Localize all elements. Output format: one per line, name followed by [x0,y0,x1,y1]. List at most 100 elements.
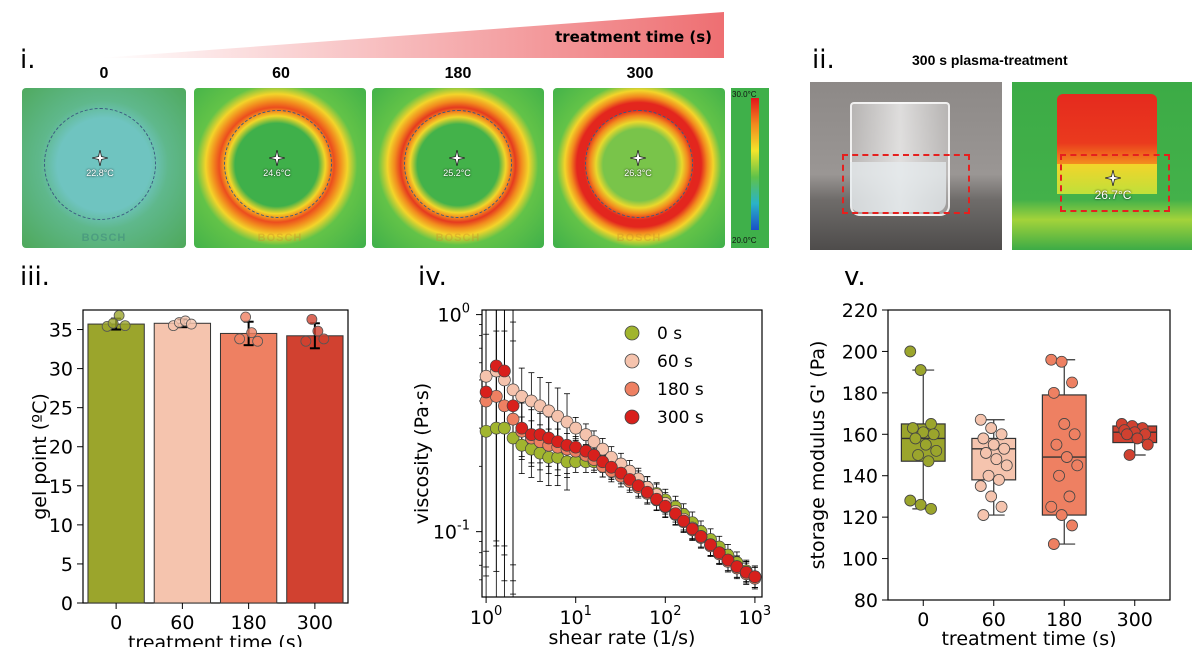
data-point [631,479,645,492]
legend-marker [624,325,640,341]
crosshair-icon [449,150,465,166]
data-point [990,453,1003,466]
y-tick-label: 180 [842,383,878,405]
temp-readout-vial: 26.7°C [1094,188,1132,202]
data-point [912,449,924,461]
storage-modulus-box-chart: 80 100 120 140 160 180 200 220 0 60 180 300treatmen… [807,300,1171,647]
bosch-watermark: BOSCH [257,232,303,244]
data-point [1063,490,1076,503]
data-point [904,494,917,507]
data-point [1047,538,1060,550]
data-point [1055,355,1068,368]
data-point [1066,376,1078,389]
data-point [498,421,511,435]
x-tick-label: 300 [297,612,333,634]
bar [286,335,344,604]
legend-marker [624,353,640,369]
panel-label-i: i. [20,45,36,75]
data-point [1045,500,1058,513]
y-tick-label: 30 [49,359,73,381]
data-point [623,473,636,486]
x-axis-label: treatment time (s) [128,632,303,647]
data-point [306,313,318,325]
data-point [995,500,1008,513]
data-point [234,333,246,345]
data-point [1131,432,1144,445]
data-point [985,422,998,434]
data-point [919,438,932,451]
y-tick-label: 160 [842,424,878,446]
data-point [506,412,520,426]
thermal-image-0: 22.8°C BOSCH [22,88,186,248]
data-point [906,422,919,434]
data-point [1121,428,1133,441]
data-point [914,498,927,511]
data-point [107,317,119,329]
data-point [479,369,493,383]
x-tick-label: 180 [230,612,266,634]
x-tick-label: 102 [649,604,681,629]
x-tick-label: 60 [982,609,1006,631]
data-point [1058,418,1071,430]
y-tick-label: 35 [49,320,73,342]
y-tick-label: 100 [842,549,878,571]
photo-vial [810,82,1002,250]
x-tick-label: 180 [1046,609,1082,631]
crosshair-icon [1105,170,1121,186]
data-point [909,432,922,445]
data-point [1000,459,1013,472]
y-tick-label: 80 [854,590,878,612]
panel-label-iv: iv. [418,262,447,292]
data-point [1047,386,1060,399]
x-tick-label: 0 [917,609,929,631]
x-axis-label: shear rate (1/s) [549,627,696,647]
data-point [587,448,601,462]
y-tick-label: 220 [842,300,878,322]
y-tick-label: 5 [61,554,73,576]
y-tick-label: 140 [842,466,878,488]
data-point [1060,451,1073,463]
data-point [977,509,990,521]
plot-frame [82,309,349,604]
legend-marker [624,409,640,425]
data-point [927,428,940,441]
time-label-180: 180 [444,65,472,82]
legend-marker [624,381,640,397]
data-point [985,490,998,503]
data-point [579,428,593,441]
data-point [1055,509,1068,521]
data-point [922,455,935,468]
viscosity-scatter-chart: 100 101 102 103 10-1 100 0 s 60 s 180 s 300 s shea… [411,302,771,647]
bosch-watermark: BOSCH [435,232,481,244]
x-tick-label: 60 [170,612,194,634]
data-point [119,320,131,332]
y-tick-label: 20 [49,437,73,459]
data-point [113,310,125,321]
data-point [998,442,1011,455]
data-point [730,560,744,573]
temperature-scale: 30.0°C 20.0°C [731,88,769,248]
scale-max-label: 30.0°C [732,90,757,99]
data-point [596,442,610,456]
data-point [704,538,717,552]
data-point [1045,353,1058,366]
data-point [1141,438,1154,451]
data-point [982,469,995,482]
data-point [995,428,1008,441]
data-point [252,335,264,347]
plot-frame [481,309,763,598]
panel-label-iii: iii. [20,262,50,292]
temp-readout-180: 25.2°C [443,168,471,178]
data-point [605,460,618,474]
thermal-image-300: 26.3°C BOSCH [553,88,725,248]
data-point [974,480,987,492]
data-point [987,438,1000,451]
temp-readout-60: 24.6°C [263,168,291,178]
data-point [658,499,672,513]
x-tick-label: 0 [110,612,122,634]
x-tick-label: 300 [1117,609,1153,631]
temp-readout-300: 26.3°C [624,168,652,178]
data-point [993,473,1005,486]
data-point [515,421,529,435]
